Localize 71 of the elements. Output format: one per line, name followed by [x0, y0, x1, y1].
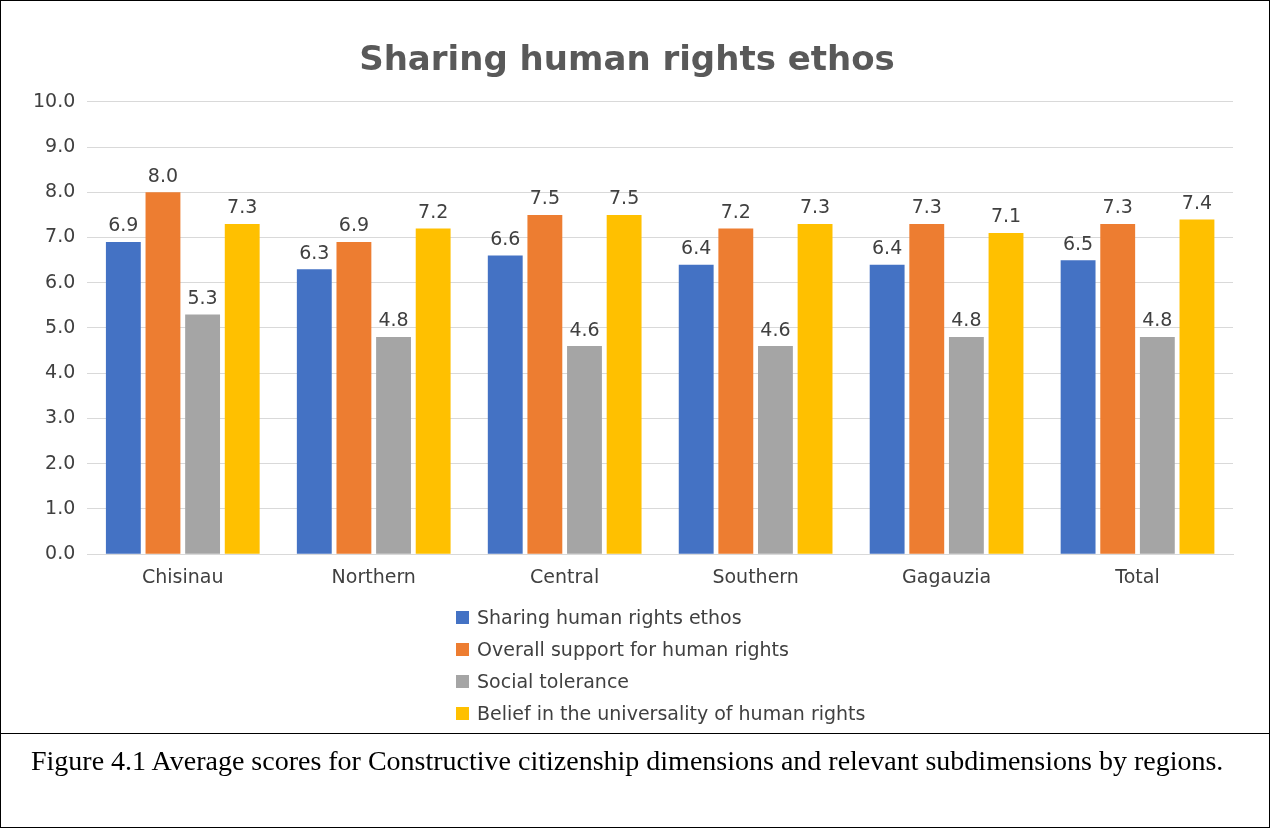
bar	[567, 346, 602, 554]
data-label: 7.3	[1102, 195, 1133, 218]
x-tick-label: Central	[530, 564, 600, 587]
bar	[105, 242, 141, 554]
y-tick-label: 8.0	[45, 179, 76, 202]
y-tick-label: 0.0	[45, 541, 76, 564]
data-label: 7.3	[799, 195, 831, 218]
data-label: 6.3	[299, 240, 330, 263]
bar	[758, 346, 793, 554]
bar	[527, 214, 563, 554]
y-tick-label: 10.0	[32, 88, 76, 111]
data-label: 4.8	[1142, 308, 1173, 331]
data-label: 5.3	[187, 285, 218, 308]
bar	[296, 269, 332, 554]
legend-label: Overall support for human rights	[477, 637, 789, 662]
y-tick-label: 3.0	[45, 405, 76, 428]
data-label: 4.8	[951, 308, 982, 331]
bar	[376, 337, 411, 554]
x-tick-label: Southern	[712, 564, 799, 587]
bar	[224, 223, 260, 554]
data-label: 7.3	[911, 195, 942, 218]
data-label: 6.9	[338, 213, 370, 236]
legend-label: Sharing human rights ethos	[477, 605, 742, 630]
data-label: 7.1	[990, 204, 1022, 227]
legend-label: Belief in the universality of human rights	[477, 701, 866, 726]
bar	[487, 255, 523, 554]
bar	[1100, 223, 1136, 554]
bar	[869, 264, 905, 554]
bar	[909, 223, 945, 554]
y-tick-label: 4.0	[45, 360, 76, 383]
data-label: 4.6	[569, 317, 600, 340]
y-tick-label: 6.0	[45, 269, 76, 292]
bar	[606, 214, 642, 554]
data-label: 6.6	[490, 227, 521, 250]
data-label: 6.5	[1062, 231, 1094, 254]
bar	[718, 228, 754, 554]
data-label: 7.4	[1181, 190, 1213, 213]
x-tick-label: Gagauzia	[902, 564, 992, 587]
bar	[988, 233, 1024, 554]
bar	[1060, 260, 1096, 554]
bar	[678, 264, 714, 554]
y-tick-label: 2.0	[45, 450, 76, 473]
legend-label: Social tolerance	[477, 669, 630, 694]
data-label: 6.4	[872, 236, 903, 259]
data-label: 7.5	[529, 186, 560, 209]
bar	[1139, 337, 1175, 554]
y-tick-label: 5.0	[45, 314, 76, 337]
x-tick-label: Total	[1114, 564, 1160, 587]
data-label: 6.4	[681, 236, 712, 259]
bar	[1179, 219, 1215, 554]
chart-title: Sharing human rights ethos	[359, 38, 895, 79]
y-tick-label: 1.0	[45, 495, 76, 518]
bar	[145, 192, 181, 554]
x-tick-label: Northern	[331, 564, 416, 587]
x-tick-label: Chisinau	[142, 564, 224, 587]
data-label: 7.2	[720, 199, 751, 222]
y-tick-label: 7.0	[45, 224, 76, 247]
bar	[185, 314, 221, 554]
bar	[797, 223, 833, 554]
data-label: 8.0	[147, 163, 179, 186]
data-label: 6.9	[108, 213, 139, 236]
data-label: 4.6	[760, 317, 791, 340]
bar	[948, 337, 984, 554]
bar	[415, 228, 451, 554]
y-tick-label: 9.0	[45, 133, 76, 156]
data-label: 7.3	[227, 195, 258, 218]
data-label: 4.8	[378, 308, 409, 331]
bar	[336, 242, 372, 554]
data-label: 7.5	[609, 186, 640, 209]
data-label: 7.2	[418, 199, 449, 222]
caption: Figure 4.1 Average scores for Constructive citizenship dimensions and relevant subdimensions by regions.	[31, 744, 1225, 778]
